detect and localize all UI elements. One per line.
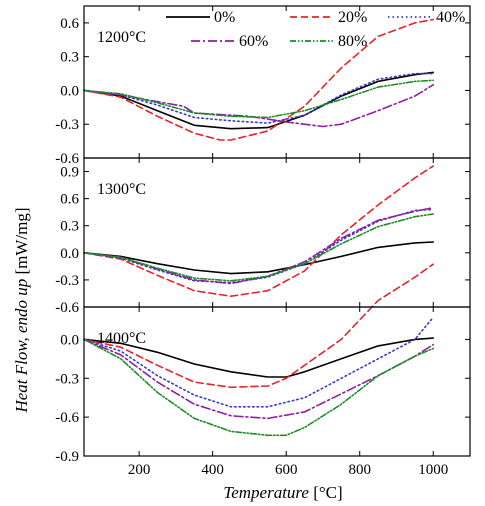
y-tick-label: -0.6 [55, 410, 79, 426]
y-tick-label: 0.0 [60, 332, 79, 348]
y-tick-label: 0.3 [60, 219, 79, 235]
series-line-60pct [83, 84, 434, 128]
x-tick-label: 600 [275, 462, 298, 478]
y-tick-label: -0.6 [55, 300, 79, 316]
y-axis-label-unit: [mW/mg] [12, 207, 31, 278]
panel-label: 1400°C [97, 330, 146, 347]
panel-1: 0.6 0.3 0.0 -0.3 -0.6 1200°C [55, 5, 471, 167]
x-tick-label: 800 [348, 462, 371, 478]
y-tick-label: 0.0 [60, 246, 79, 262]
y-tick-label: -0.6 [55, 151, 79, 167]
x-axis-label: Temperature [°C] [223, 483, 342, 502]
x-tick-label: 1000 [418, 462, 448, 478]
series-line-40pct [83, 316, 434, 408]
legend-label: 60% [239, 33, 268, 50]
x-tick-label: 200 [128, 462, 151, 478]
legend-label: 0% [214, 9, 235, 26]
legend-item: 60% [191, 33, 268, 50]
legend-label: 20% [338, 9, 367, 26]
series-line-80pct [83, 79, 434, 119]
y-axis-label: Heat Flow, endo up [mW/mg] [12, 207, 31, 413]
panel-2: 0.9 0.6 0.3 0.0 -0.3 -0.6 1300°C [55, 157, 471, 316]
panel-frame [83, 306, 471, 457]
legend-item: 20% [290, 9, 367, 26]
series-line-20pct [83, 263, 434, 389]
legend-label: 80% [338, 33, 367, 50]
series-line-20pct [83, 165, 434, 297]
x-tick-label: 400 [201, 462, 224, 478]
x-axis-label-unit: [°C] [309, 483, 343, 502]
y-tick-label: 0.3 [60, 50, 79, 66]
panel-label: 1300°C [97, 181, 146, 198]
series-line-0pct [83, 71, 434, 130]
y-tick-label: 0.6 [60, 192, 79, 208]
series-line-20pct [83, 18, 434, 141]
panels: 0.6 0.3 0.0 -0.3 -0.6 1200°C 0.9 0.6 0.3 0.0 -0.3 -… [55, 5, 471, 478]
series-line-80pct [83, 338, 434, 437]
legend-item: 0% [166, 9, 235, 26]
series-line-40pct [83, 72, 434, 124]
y-tick-label: -0.3 [55, 371, 79, 387]
series-line-0pct [83, 241, 434, 275]
series-line-0pct [83, 337, 434, 378]
series-line-80pct [83, 213, 434, 282]
legend-label: 40% [436, 9, 465, 26]
x-axis-label-main: Temperature [223, 483, 309, 502]
panel-3: 0.0 -0.3 -0.6 -0.9 1400°C 200 400 600 800 1000 [55, 263, 471, 478]
y-axis-label-main: Heat Flow, endo up [12, 279, 31, 414]
legend-item: 40% [388, 9, 465, 26]
legend-item: 80% [290, 33, 367, 50]
y-tick-label: 0.9 [60, 165, 79, 181]
y-tick-label: -0.3 [55, 117, 79, 133]
y-tick-label: 0.0 [60, 83, 79, 99]
legend: 0% 20% 40% 60% 80% [166, 9, 465, 50]
y-tick-label: 0.6 [60, 16, 79, 32]
y-tick-label: -0.9 [55, 449, 79, 465]
panel-label: 1200°C [97, 29, 146, 46]
y-tick-label: -0.3 [55, 273, 79, 289]
